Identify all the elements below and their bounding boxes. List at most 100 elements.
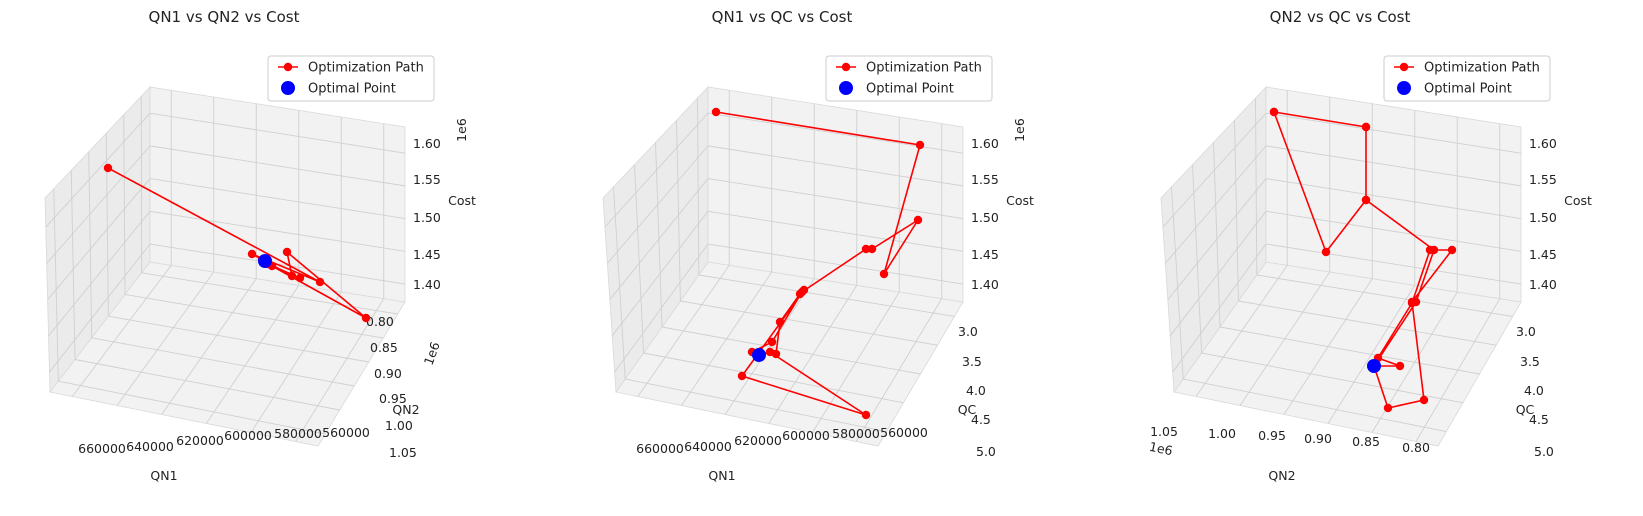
optimization-path-point [1408, 299, 1416, 307]
optimization-path-point [776, 318, 784, 326]
y-tick-label: 3.0 [1516, 324, 1536, 339]
legend-optimal-marker [839, 81, 853, 95]
x-tick-label: 0.80 [1402, 440, 1430, 455]
y-tick-label: 5.0 [1534, 444, 1554, 459]
optimization-path-point [1384, 404, 1392, 412]
y-tick-label: 1.00 [385, 418, 413, 433]
x-offset-label: 1e6 [1148, 439, 1174, 459]
optimization-path-point [1362, 123, 1370, 131]
optimization-path-point [288, 272, 296, 280]
chart-title: QN1 vs QN2 vs Cost [149, 8, 300, 26]
y-tick-label: 5.0 [976, 444, 996, 459]
z-tick-label: 1.45 [971, 247, 999, 262]
z-tick-label: 1.50 [413, 210, 441, 225]
optimization-path-point [1448, 246, 1456, 254]
z-tick-label: 1.40 [971, 277, 999, 292]
optimization-path-point [768, 338, 776, 346]
x-tick-label: 660000 [636, 441, 684, 456]
legend-label: Optimization Path [866, 61, 982, 76]
z-tick-label: 1.45 [413, 247, 441, 262]
legend-label: Optimization Path [308, 61, 424, 76]
optimization-path-point [914, 216, 922, 224]
x-tick-label: 580000 [274, 426, 322, 441]
y-tick-label: 3.5 [962, 354, 982, 369]
chart-title: QN1 vs QC vs Cost [712, 8, 853, 26]
optimization-path-point [362, 314, 370, 322]
z-offset-label: 1e6 [454, 118, 469, 142]
x-tick-label: 560000 [880, 425, 928, 440]
x-tick-label: 0.95 [1258, 428, 1286, 443]
z-tick-label: 1.50 [971, 210, 999, 225]
y-tick-label: 3.0 [958, 324, 978, 339]
y-tick-label: 4.0 [1524, 383, 1544, 398]
x-tick-label: 1.05 [1150, 424, 1178, 439]
optimization-path-point [104, 164, 112, 172]
legend-path-marker [1400, 63, 1408, 71]
optimization-path-point [862, 245, 870, 253]
legend-label: Optimal Point [1424, 82, 1512, 97]
x-tick-label: 660000 [78, 441, 126, 456]
x-tick-label: 640000 [684, 439, 732, 454]
z-tick-label: 1.55 [413, 172, 441, 187]
optimization-path-point [880, 270, 888, 278]
optimization-path-point [862, 411, 870, 419]
z-axis-label: Cost [1006, 193, 1034, 208]
z-tick-label: 1.40 [413, 277, 441, 292]
x-axis-label: QN2 [1268, 468, 1295, 483]
y-tick-label: 4.0 [966, 383, 986, 398]
optimization-path-point [738, 372, 746, 380]
z-axis-label: Cost [448, 193, 476, 208]
optimal-point [258, 254, 272, 268]
optimization-path-point [1322, 248, 1330, 256]
x-axis-label: QN1 [150, 468, 177, 483]
x-tick-label: 1.00 [1208, 426, 1236, 441]
z-offset-label: 1e6 [1012, 118, 1027, 142]
x-tick-label: 640000 [126, 439, 174, 454]
y-tick-label: 3.5 [1520, 354, 1540, 369]
optimal-point [1367, 359, 1381, 373]
y-tick-label: 0.90 [374, 366, 402, 381]
optimization-path-point [296, 274, 304, 282]
legend: Optimization Path Optimal Point [268, 56, 434, 101]
optimization-path-point [766, 348, 774, 356]
x-tick-label: 600000 [224, 428, 272, 443]
x-tick-label: 620000 [734, 433, 782, 448]
legend-label: Optimization Path [1424, 61, 1540, 76]
optimization-path-point [1270, 108, 1278, 116]
x-tick-label: 620000 [176, 433, 224, 448]
legend-optimal-marker [281, 81, 295, 95]
optimization-path-point [283, 248, 291, 256]
legend-label: Optimal Point [308, 82, 396, 97]
z-tick-label: 1.50 [1529, 210, 1557, 225]
x-tick-label: 560000 [322, 425, 370, 440]
y-offset-label: 1e6 [421, 340, 443, 367]
legend: Optimization Path Optimal Point [1384, 56, 1550, 101]
x-tick-label: 0.90 [1304, 431, 1332, 446]
legend-path-marker [284, 63, 292, 71]
y-tick-label: 1.05 [389, 445, 417, 460]
x-tick-label: 580000 [832, 426, 880, 441]
z-tick-label: 1.55 [1529, 172, 1557, 187]
optimization-path-point [316, 278, 324, 286]
x-tick-label: 0.85 [1352, 434, 1380, 449]
x-tick-label: 600000 [782, 428, 830, 443]
y-tick-label: 0.80 [366, 314, 394, 329]
optimization-path-point [248, 250, 256, 258]
x-axis-label: QN1 [708, 468, 735, 483]
y-tick-label: 0.85 [370, 340, 398, 355]
z-tick-label: 1.60 [971, 136, 999, 151]
y-axis-label: QC [1516, 402, 1535, 417]
chart-title: QN2 vs QC vs Cost [1270, 8, 1411, 26]
z-tick-label: 1.55 [971, 172, 999, 187]
optimization-path-point [916, 141, 924, 149]
chart-panel-3: QN2 vs QC vs Cost 1.05 1.00 0.95 0.90 0.85 0.8… [1148, 8, 1592, 483]
optimization-path-point [1362, 196, 1370, 204]
y-axis-label: QC [958, 402, 977, 417]
z-tick-label: 1.60 [413, 136, 441, 151]
optimization-path-point [1426, 246, 1434, 254]
z-tick-label: 1.60 [1529, 136, 1557, 151]
y-axis-label: QN2 [392, 402, 419, 417]
